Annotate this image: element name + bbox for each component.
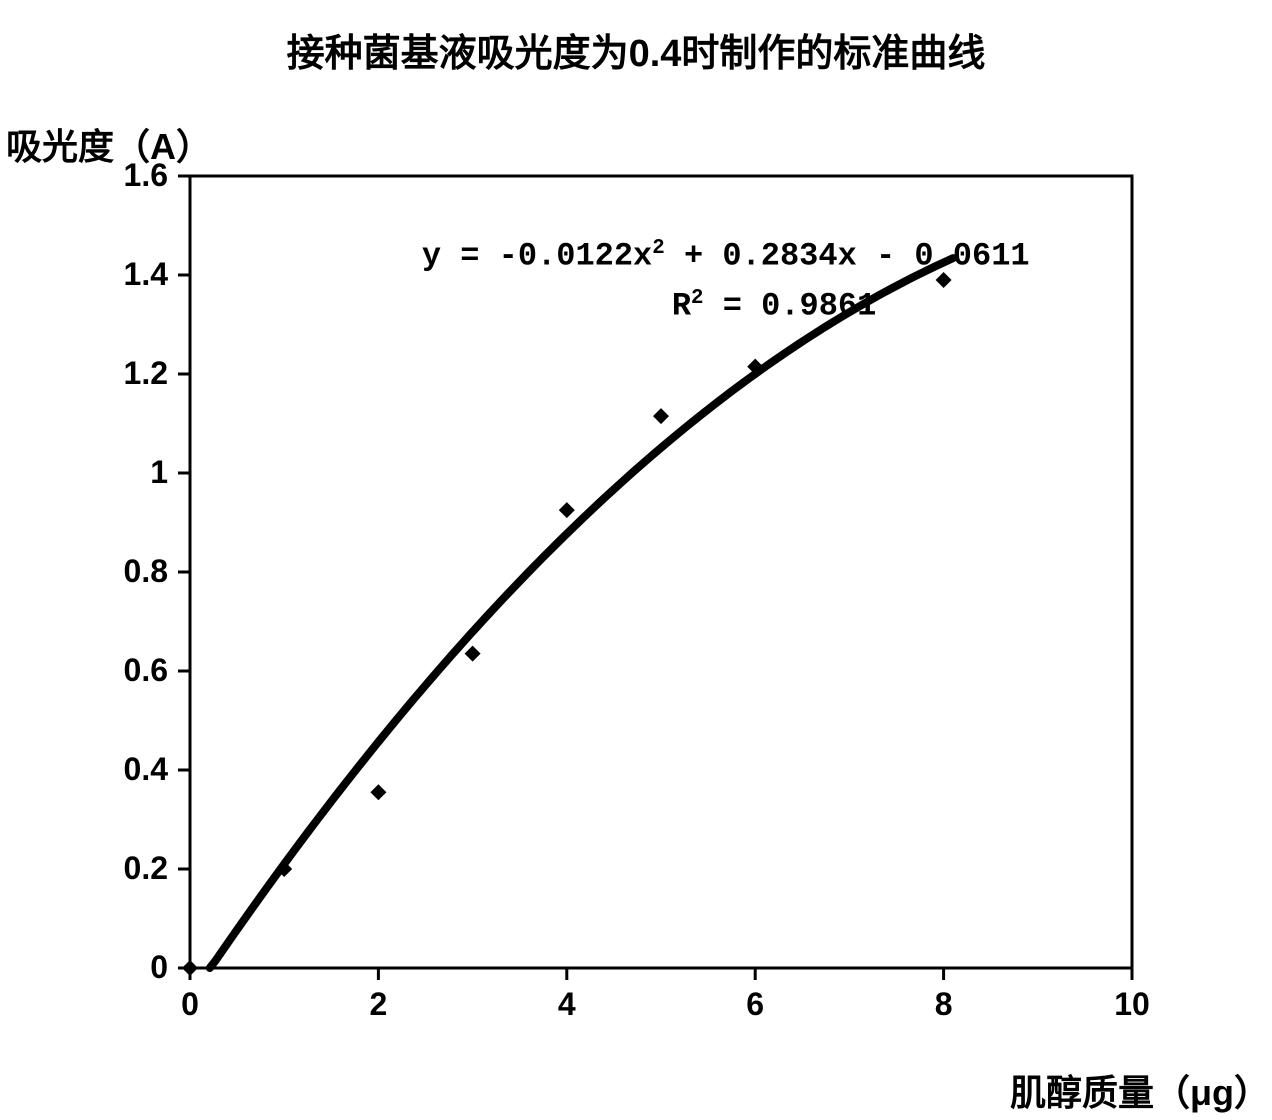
y-tick-label: 1.6 bbox=[78, 157, 168, 194]
equation-superscript-2b: 2 bbox=[691, 287, 703, 310]
equation-line2-suffix: = 0.9861 bbox=[704, 288, 877, 325]
y-tick-label: 0.4 bbox=[78, 751, 168, 788]
x-tick-label: 0 bbox=[150, 986, 230, 1023]
page-root: { "canvas": { "width": 1272, "height": 1… bbox=[0, 0, 1272, 1120]
x-tick-label: 6 bbox=[715, 986, 795, 1023]
x-tick-label: 10 bbox=[1092, 986, 1172, 1023]
y-tick-label: 0.2 bbox=[78, 850, 168, 887]
y-tick-label: 0.6 bbox=[78, 652, 168, 689]
y-tick-label: 0 bbox=[78, 949, 168, 986]
x-tick-label: 8 bbox=[904, 986, 984, 1023]
plot-area bbox=[0, 0, 1272, 1120]
y-tick-label: 1.2 bbox=[78, 355, 168, 392]
y-tick-label: 1.4 bbox=[78, 256, 168, 293]
x-tick-label: 2 bbox=[338, 986, 418, 1023]
x-tick-label: 4 bbox=[527, 986, 607, 1023]
y-tick-label: 0.8 bbox=[78, 553, 168, 590]
r-squared-text: R2 = 0.9861 bbox=[595, 250, 876, 362]
equation-line2-prefix: R bbox=[672, 288, 691, 325]
y-tick-label: 1 bbox=[78, 454, 168, 491]
